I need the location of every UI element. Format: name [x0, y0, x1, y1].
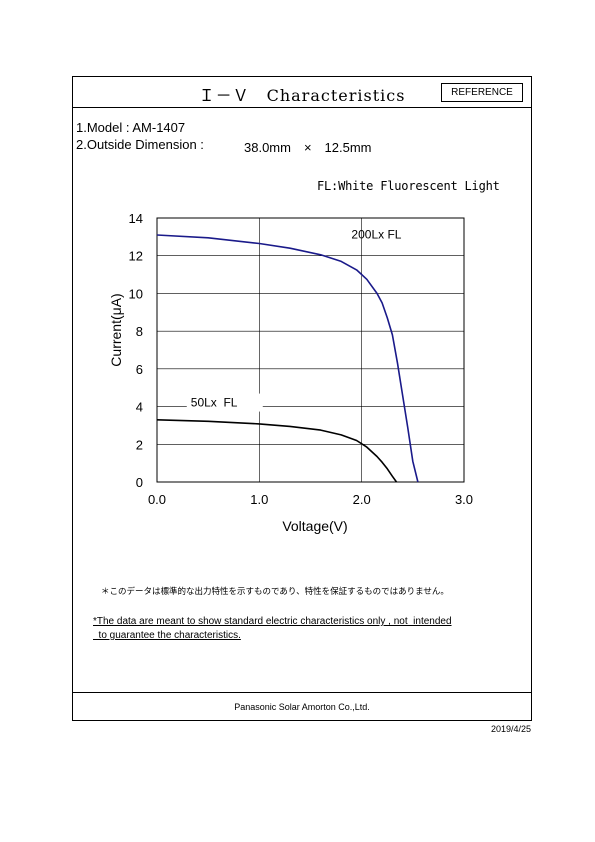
- plot-layer: 200Lx FL 50Lx FL: [156, 228, 419, 483]
- series-label-200lx: 200Lx FL: [351, 228, 401, 242]
- disclaimer-line-1: *The data are meant to show standard ele…: [93, 616, 452, 627]
- disclaimer-english: *The data are meant to show standard ele…: [93, 615, 452, 643]
- company-footer: Panasonic Solar Amorton Co.,Ltd.: [73, 692, 531, 720]
- tick-layer: 0.0 1.0 2.0 3.0 0 2 4 6 8 10 12 14: [129, 211, 474, 507]
- y-tick-label: 0: [136, 475, 143, 490]
- disclaimer-japanese: ＊このデータは標準的な出力特性を示すものであり、特性を保証するものではありません…: [101, 586, 449, 596]
- series-label-mask: [186, 393, 263, 412]
- issue-date: 2019/4/25: [490, 724, 531, 734]
- series-line-50lx: [156, 419, 398, 483]
- y-tick-label: 10: [129, 286, 143, 301]
- y-tick-label: 2: [136, 437, 143, 452]
- y-tick-label: 14: [129, 211, 143, 226]
- dimension-value: 38.0mm × 12.5mm: [244, 140, 372, 155]
- y-tick-label: 8: [136, 324, 143, 339]
- light-source-note: FL:White Fluorescent Light: [317, 179, 500, 193]
- y-tick-label: 12: [129, 249, 143, 264]
- grid-layer: [156, 217, 465, 483]
- x-tick-label: 2.0: [353, 492, 371, 507]
- disclaimer-line-2: to guarantee the characteristics.: [93, 630, 241, 641]
- model-spec: 1.Model : AM-1407: [76, 120, 186, 135]
- x-tick-label: 3.0: [455, 492, 473, 507]
- page-title: Ｉ－Ｖ Characteristics: [198, 86, 406, 105]
- y-tick-label: 4: [136, 400, 143, 415]
- dimension-label: 2.Outside Dimension :: [76, 137, 204, 152]
- datasheet-frame: Ｉ－Ｖ Characteristics REFERENCE 1.Model : …: [72, 76, 532, 721]
- y-tick-label: 6: [136, 362, 143, 377]
- y-axis-label: Current(μA): [108, 293, 124, 366]
- x-tick-label: 0.0: [148, 492, 166, 507]
- reference-badge: REFERENCE: [441, 83, 523, 102]
- plot-frame: [156, 217, 465, 483]
- x-tick-label: 1.0: [250, 492, 268, 507]
- title-row: Ｉ－Ｖ Characteristics REFERENCE: [73, 77, 531, 108]
- x-axis-label: Voltage(V): [282, 518, 347, 534]
- series-line-200lx: [156, 234, 419, 483]
- series-label-50lx: 50Lx FL: [191, 396, 238, 410]
